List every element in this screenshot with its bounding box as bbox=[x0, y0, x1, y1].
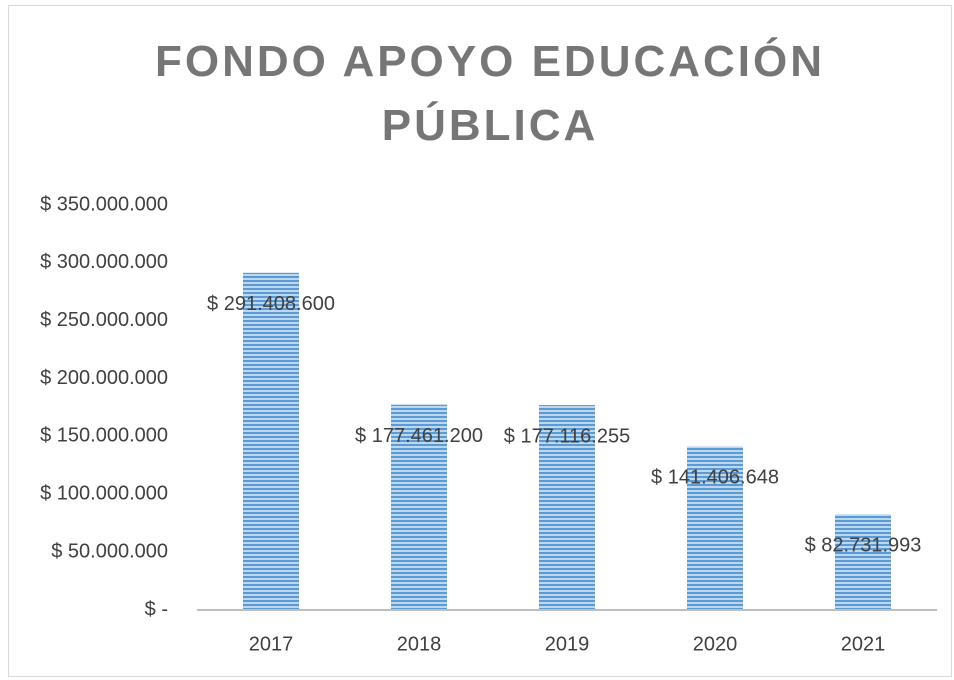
y-tick-label: $ 150.000.000 bbox=[40, 425, 168, 447]
x-tick-label: 2020 bbox=[693, 633, 738, 655]
value-label: $ 177.461.200 bbox=[355, 425, 483, 447]
value-label: $ 291.408.600 bbox=[207, 293, 335, 315]
bar bbox=[539, 405, 595, 610]
value-label: $ 82.731.993 bbox=[805, 535, 922, 557]
chart-frame bbox=[8, 5, 952, 677]
bar bbox=[687, 446, 743, 610]
x-tick-label: 2018 bbox=[397, 633, 442, 655]
x-tick-label: 2019 bbox=[545, 633, 590, 655]
y-tick-label: $ 300.000.000 bbox=[40, 251, 168, 273]
chart-title: FONDO APOYO EDUCACIÓN PÚBLICA bbox=[154, 37, 826, 150]
bar bbox=[243, 272, 299, 610]
y-tick-label: $ 350.000.000 bbox=[40, 193, 168, 215]
y-tick-label: $ - bbox=[145, 598, 168, 620]
y-tick-label: $ 100.000.000 bbox=[40, 483, 168, 505]
bar bbox=[835, 514, 891, 610]
y-tick-label: $ 250.000.000 bbox=[40, 309, 168, 331]
x-tick-label: 2021 bbox=[841, 633, 886, 655]
y-tick-label: $ 50.000.000 bbox=[51, 540, 168, 562]
bar bbox=[391, 404, 447, 610]
value-label: $ 141.406.648 bbox=[651, 467, 779, 489]
x-tick-label: 2017 bbox=[249, 633, 294, 655]
value-label: $ 177.116.255 bbox=[504, 425, 630, 447]
y-tick-label: $ 200.000.000 bbox=[40, 367, 168, 389]
